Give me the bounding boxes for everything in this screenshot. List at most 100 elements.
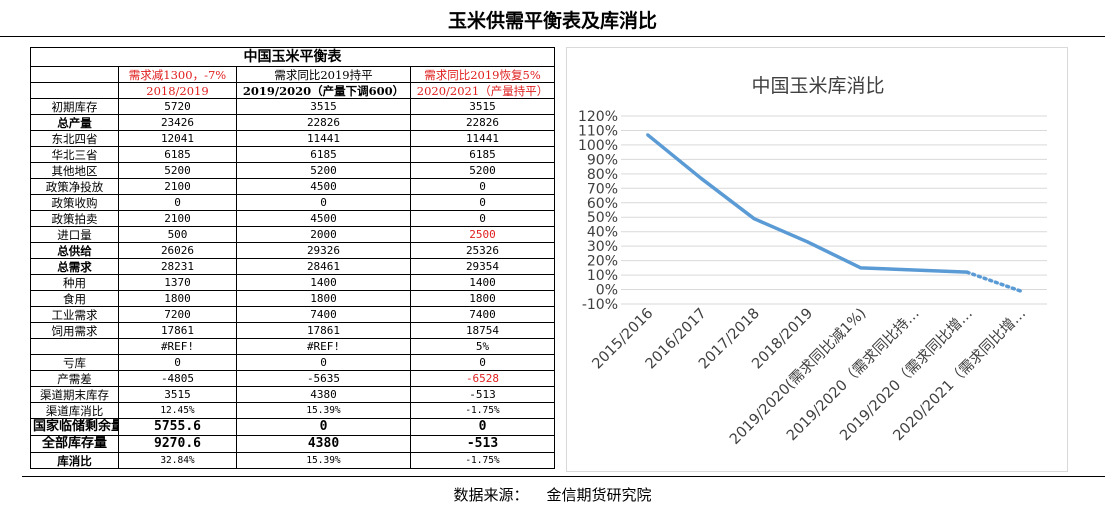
table-cell: 12041 [118,130,237,147]
row-label: 政策收购 [30,194,119,211]
row-label: 总需求 [30,258,119,275]
table-cell: 7400 [236,306,411,323]
y-tick-label: -10% [582,297,618,313]
table-cell: 0 [410,354,555,371]
table-cell: -513 [410,435,555,453]
table-cell: 17861 [236,322,411,339]
table-cell: 7200 [118,306,237,323]
year-header: 2019/2020（产量下调600） [236,82,411,99]
table-cell: 4380 [236,386,411,403]
scenario-note: 需求减1300，-7% [118,66,237,83]
table-row: 华北三省 6185 6185 6185 [30,146,555,163]
series-line-dashed [965,270,1023,293]
table-cell: -5635 [236,370,411,387]
y-tick-label: 50% [587,210,618,226]
table-row: 产需差 -4805 -5635 -6528 [30,370,555,387]
table-row: 全部库存量 9270.6 4380 -513 [30,435,555,453]
table-cell: 23426 [118,114,237,131]
y-tick-label: 110% [578,123,618,139]
table-cell: 28461 [236,258,411,275]
table-cell: -1.75% [410,452,555,469]
y-tick-label: 10% [587,268,618,284]
row-label: 初期库存 [30,98,119,115]
y-tick-label: 20% [587,254,618,270]
chart-svg: 中国玉米库消比 -10%0%10%20%30%40%50%60%70%80%90%… [578,75,1047,448]
y-tick-label: 30% [587,239,618,255]
bottom-divider [22,476,1105,477]
table-cell: 0 [236,354,411,371]
y-tick-label: 0% [596,283,618,299]
table-cell: 5% [410,338,555,355]
table-cell: 1800 [236,290,411,307]
y-tick-label: 80% [587,167,618,183]
data-point [805,240,809,244]
table-cell: -6528 [410,370,555,387]
table-row: 库消比 32.84% 15.39% -1.75% [30,452,555,469]
row-label: 国家临储剩余量 [30,418,119,436]
table-cell: 2000 [236,226,411,243]
balance-table: 中国玉米平衡表 需求减1300，-7% 需求同比2019持平 需求同比2019恢复5%… [30,47,555,469]
scenario-note: 需求同比2019持平 [236,66,411,83]
table-cell: 1400 [236,274,411,291]
series-line-solid [646,133,968,274]
table-cell: 0 [410,210,555,227]
table-row: 种用 1370 1400 1400 [30,274,555,291]
table-cell: 0 [236,418,411,436]
table-cell: 0 [118,194,237,211]
row-label: 政策拍卖 [30,210,119,227]
table-row: 总供给 26026 29326 25326 [30,242,555,259]
table-cell: 29354 [410,258,555,275]
table-row: 饲用需求 17861 17861 18754 [30,322,555,339]
table-cell: 7400 [410,306,555,323]
y-tick-label: 100% [578,138,618,154]
row-label: 亏库 [30,354,119,371]
table-cell: 4500 [236,178,411,195]
table-row: 东北四省 12041 11441 11441 [30,130,555,147]
chart-title: 中国玉米库消比 [751,75,884,97]
table-cell: 5755.6 [118,418,237,436]
table-cell: 6185 [410,146,555,163]
row-label: 总供给 [30,242,119,259]
table-cell: 5200 [118,162,237,179]
data-point [699,176,703,180]
table-cell: #REF! [118,338,237,355]
table-cell: 1400 [410,274,555,291]
source-line: 数据来源： 金信期货研究院 [0,484,1105,505]
table-cell: 15.39% [236,402,411,419]
table-cell: 4380 [236,435,411,453]
table-cell: 11441 [410,130,555,147]
table-cell: 28231 [118,258,237,275]
table-cell: 6185 [118,146,237,163]
table-cell: 3515 [410,98,555,115]
table-row: 政策净投放 2100 4500 0 [30,178,555,195]
row-label: 渠道期末库存 [30,386,119,403]
table-cell: 500 [118,226,237,243]
table-row: 工业需求 7200 7400 7400 [30,306,555,323]
table-cell: 22826 [410,114,555,131]
table-cell: -1.75% [410,402,555,419]
table-caption-row: 中国玉米平衡表 [30,47,555,67]
row-label: 工业需求 [30,306,119,323]
table-row: 总产量 23426 22826 22826 [30,114,555,131]
table-cell: 2500 [410,226,555,243]
table-cell: 18754 [410,322,555,339]
table-cell: 3515 [118,386,237,403]
table-row: 初期库存 5720 3515 3515 [30,98,555,115]
table-row: 亏库 0 0 0 [30,354,555,371]
table-cell: 29326 [236,242,411,259]
table-row: 食用 1800 1800 1800 [30,290,555,307]
top-divider [0,36,1105,37]
table-cell: 6185 [236,146,411,163]
table-cell: 22826 [236,114,411,131]
data-point [859,266,863,270]
year-header: 2018/2019 [118,82,237,99]
y-tick-label: 120% [578,109,618,125]
table-cell: 5200 [236,162,411,179]
table-cell: 0 [118,354,237,371]
data-point [912,268,916,272]
table-row: 政策收购 0 0 0 [30,194,555,211]
row-label: 华北三省 [30,146,119,163]
table-cell: #REF! [236,338,411,355]
table-cell: 0 [410,194,555,211]
table-cell: -4805 [118,370,237,387]
